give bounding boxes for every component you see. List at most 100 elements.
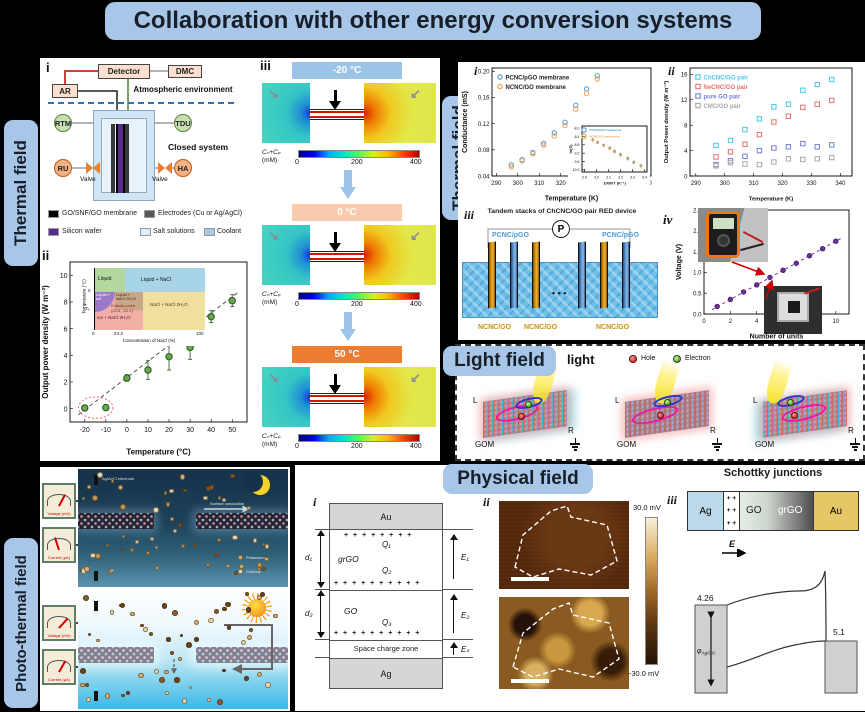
silicon-wafer-bar	[118, 124, 123, 193]
ion-dot	[148, 632, 154, 637]
membrane-right	[196, 513, 288, 529]
inset-xtick-0: 0	[92, 331, 95, 336]
svg-text:8: 8	[64, 300, 68, 307]
q3-label: Q₃	[382, 618, 392, 627]
cb1-t200: 200	[351, 159, 363, 166]
svg-text:Temperature (K): Temperature (K)	[545, 196, 599, 203]
cb2-t200: 200	[351, 301, 363, 308]
ellipsis-dots: • • •	[552, 288, 567, 298]
q2-label: Q₂	[382, 566, 392, 575]
ground-icon	[848, 438, 862, 451]
ion-dot	[165, 691, 169, 695]
schottky-title: Schottky junctions	[723, 467, 823, 479]
voltage-meter-day: Voltage (mV)	[42, 605, 76, 641]
charge-row: + + + + + + + + + +	[334, 580, 421, 587]
legend-swatch-silicon	[48, 228, 59, 236]
ha-node: HA	[174, 159, 192, 177]
ion-dot	[193, 543, 197, 547]
svg-text:10: 10	[832, 319, 839, 325]
legend-silicon: Silicon wafer	[62, 228, 102, 235]
ion-dot	[248, 628, 253, 633]
es-arrow	[449, 642, 458, 655]
ion-dot	[170, 517, 174, 521]
ion-dot	[110, 610, 115, 615]
ground-icon	[710, 438, 724, 451]
heatmap-column: iii -20 °C ↘ ↙ Cₙ+Cₚ (mM) 0 200 400 0 °C	[258, 58, 440, 461]
svg-text:Temperature (°C): Temperature (°C)	[126, 448, 191, 457]
svg-text:CMC/GO pair: CMC/GO pair	[704, 104, 742, 110]
electrode-label: Ag/AgCl electrode	[102, 476, 135, 481]
ion-dot	[179, 474, 186, 481]
flux-arrow-left-icon: ↘	[268, 86, 279, 101]
phase-liquid-label: Liquid	[98, 276, 112, 282]
ion-dot	[129, 548, 134, 553]
charge-column: + + + + + +	[723, 491, 740, 531]
panel-tag-i: i	[313, 495, 317, 509]
ion-dot	[163, 669, 169, 675]
svg-text:310: 310	[534, 181, 545, 187]
junction-stack: Au + + + + + + + + Q₁ grGO Q₂ + + + + + …	[329, 503, 443, 689]
svg-text:4: 4	[64, 353, 68, 360]
gom-label: GOM	[755, 440, 775, 449]
svg-text:290: 290	[691, 181, 702, 187]
ion-dot	[264, 543, 270, 549]
hole-icon	[657, 412, 664, 419]
svg-text:12: 12	[681, 98, 688, 104]
svg-text:0: 0	[64, 406, 68, 413]
hole-icon	[629, 355, 637, 363]
svg-text:4: 4	[755, 319, 759, 325]
ncnc-label-1: NCNC/GO	[478, 324, 512, 331]
e2-arrow	[449, 594, 458, 633]
svg-text:300: 300	[720, 181, 731, 187]
ion-dot	[169, 488, 174, 494]
temp-header-50: 50 °C	[292, 346, 402, 363]
ion-dot	[119, 504, 126, 510]
heatmap-left-reservoir	[262, 225, 310, 285]
ion-dot	[208, 617, 214, 624]
gom-device-1: L R GOM	[471, 358, 583, 458]
potassium-dot-icon	[238, 555, 243, 560]
electrode-left	[111, 124, 115, 193]
svg-text:0.5: 0.5	[693, 291, 702, 297]
svg-text:φAg/GO: φAg/GO	[697, 648, 716, 656]
ion-dot	[153, 668, 160, 675]
go-label: GO	[344, 606, 358, 616]
power-density-pairs-chart: 290 300 310 320 330 340 0 4 8 12 16 Temperature (K)…	[663, 67, 853, 202]
ion-dot	[259, 592, 265, 598]
ion-dot	[96, 472, 103, 478]
temp-header-0: 0 °C	[292, 204, 402, 221]
phase-liquid-nacl2h2o-label: Liquid + NaCl·2H₂O	[116, 292, 136, 302]
ion-dot	[154, 565, 160, 571]
current-meter-night: Current (μA)	[42, 527, 76, 563]
ion-dot	[125, 691, 130, 695]
ion-dot	[150, 536, 155, 541]
colorbar-3	[298, 434, 420, 442]
svg-text:40: 40	[207, 427, 215, 434]
svg-text:-20: -20	[80, 427, 90, 434]
ion-dot	[174, 677, 180, 683]
kpfm-colorbar	[645, 517, 658, 665]
stage-arrow-2-icon	[340, 312, 356, 342]
e1-arrow	[449, 534, 458, 579]
ion-dot	[121, 693, 125, 698]
gom-device-2: L R GOM	[613, 358, 725, 458]
panel-tag-iii: iii	[667, 493, 678, 507]
light-field-label: Light field	[443, 346, 556, 376]
band-diagram: 4.26 5.1 φAg/GO	[694, 570, 858, 694]
region-nacl-nacl2h2o	[143, 292, 205, 330]
ion-dot	[145, 550, 151, 556]
ion-dot	[262, 567, 267, 572]
terminal-r-label: R	[848, 426, 854, 435]
inset-ylabel: Temperature (°C)	[81, 279, 87, 314]
heatmap-left-reservoir	[262, 367, 310, 427]
ion-dot	[181, 698, 188, 704]
terminal-l-label: L	[473, 396, 478, 405]
ion-dot	[222, 606, 227, 612]
flux-arrow-left-icon: ↘	[268, 370, 279, 385]
ion-dot	[84, 566, 91, 573]
ion-dot	[178, 657, 182, 661]
closed-system-label: Closed system	[168, 142, 228, 152]
cb2-t0: 0	[295, 301, 299, 308]
d2-arrow	[316, 590, 325, 638]
